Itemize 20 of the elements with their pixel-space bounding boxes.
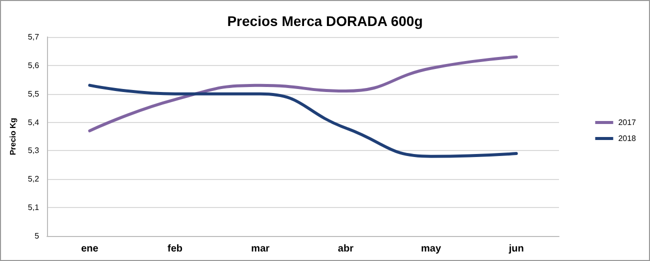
y-tick-label: 5,7 [28,32,40,42]
y-tick-label: 5,1 [28,203,40,212]
y-tick-label: 5,4 [28,118,40,127]
line-series [88,55,518,132]
legend-label: 2018 [618,134,637,143]
line-series [88,84,518,158]
y-tick-label: 5,5 [28,89,40,98]
y-tick-label: 5,6 [28,60,40,70]
legend-label: 2017 [618,118,637,127]
y-tick-label: 5 [34,232,40,240]
chart-title: Precios Merca DORADA 600g [227,13,423,29]
x-tick-label: mar [251,244,270,254]
y-tick-label: 5,2 [28,174,40,184]
y-tick-label: 5,3 [28,146,40,156]
x-tick-label: feb [168,244,183,254]
x-tick-label: jun [508,244,524,254]
x-tick-label: abr [338,244,354,254]
y-axis-title: Precio Kg [8,118,18,156]
x-tick-label: may [420,244,442,254]
x-tick-label: ene [81,244,99,254]
